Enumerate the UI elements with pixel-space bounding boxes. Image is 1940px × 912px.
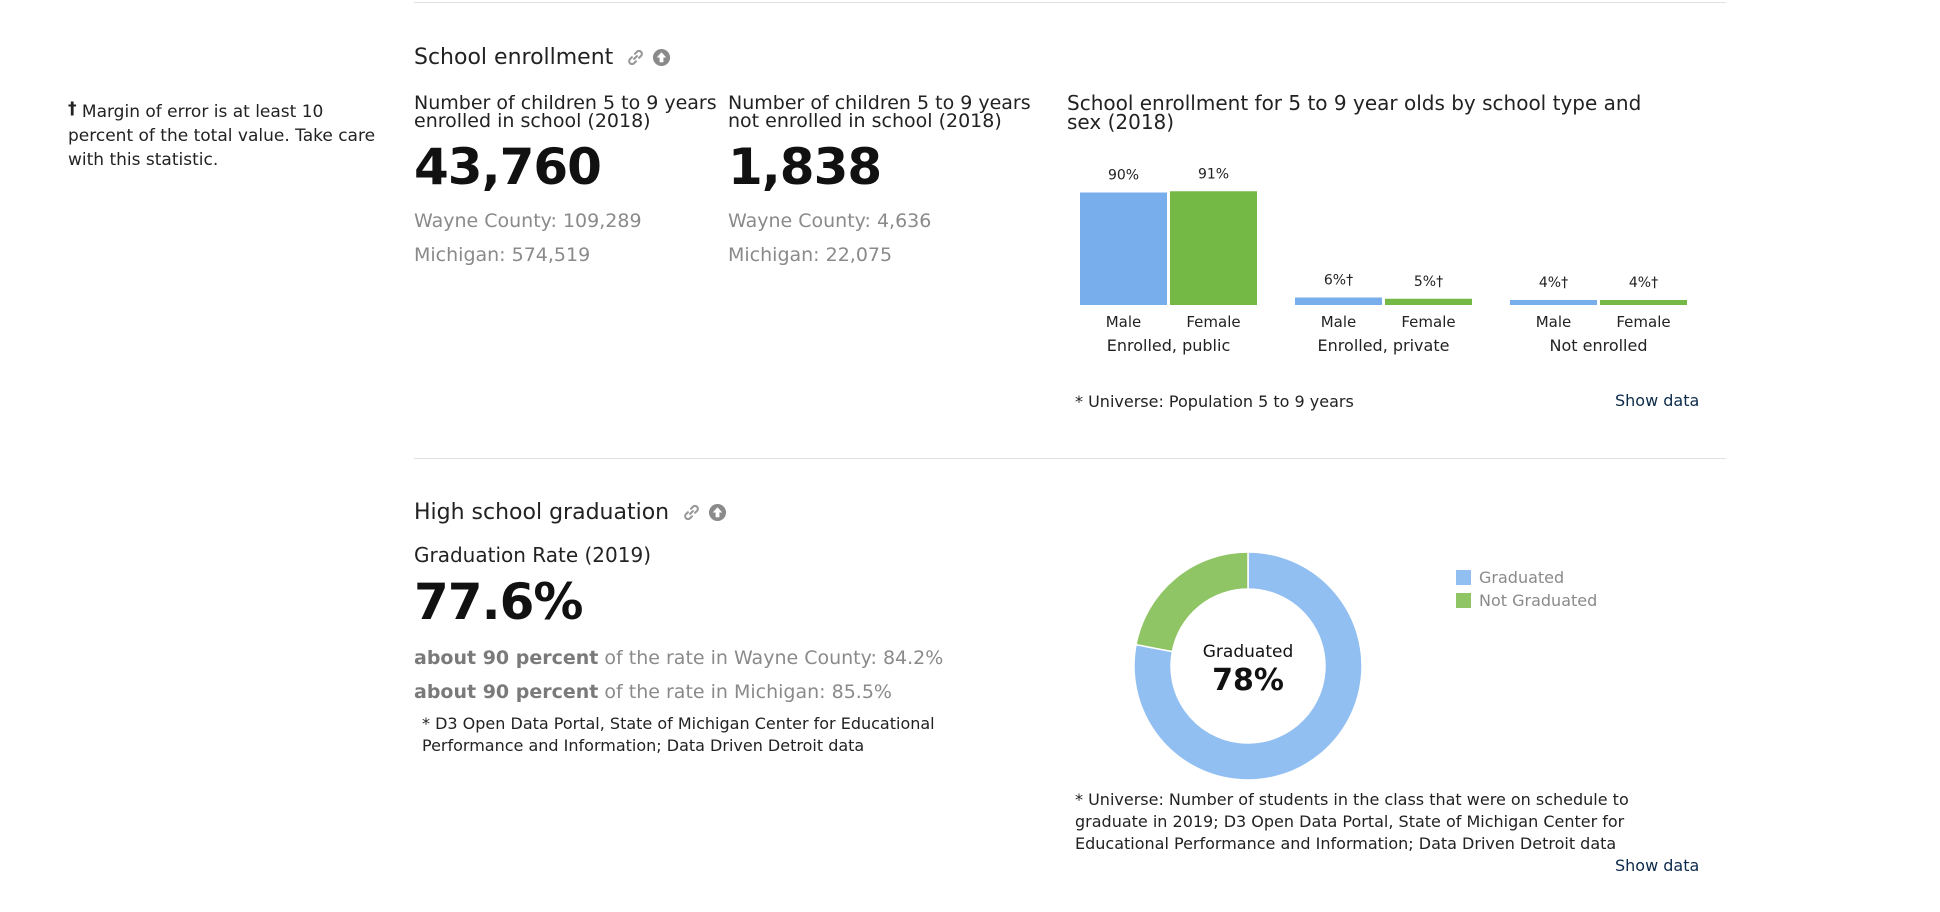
bar-2-1[interactable] [1600,300,1687,305]
stat-enrolled-michigan: Michigan: 574,519 [414,244,591,266]
enrollment-bar-chart: 90% Male 91% Female Enrolled, public 6%† Male 5… [1080,166,1687,355]
bar-value-label: 91% [1198,166,1229,182]
bar-group-label: Enrolled, public [1107,336,1230,355]
graduation-compare-wayne: about 90 percent of the rate in Wayne Co… [414,647,1034,669]
stat-not-enrolled-wayne: Wayne County: 4,636 [728,210,932,232]
link-icon[interactable] [626,48,645,67]
bar-category-label: Male [1106,313,1142,331]
bar-2-0[interactable] [1510,300,1597,305]
stat-enrolled-heading: Number of children 5 to 9 years enrolled… [414,92,717,132]
stat-not-enrolled: Number of children 5 to 9 years not enro… [728,92,1038,267]
margin-of-error-footnote: † Margin of error is at least 10 percent… [68,97,388,172]
graduation-rate-value: 77.6% [414,573,583,631]
donut-center-value: 78% [1212,663,1284,698]
stat-not-enrolled-value: 1,838 [728,138,882,196]
donut-legend: Graduated Not Graduated [1456,568,1597,610]
back-to-top-icon[interactable] [708,503,727,522]
stat-not-enrolled-michigan: Michigan: 22,075 [728,244,893,266]
graduation-section-header: High school graduation [414,500,727,525]
stat-enrolled: Number of children 5 to 9 years enrolled… [414,92,719,267]
bar-1-1[interactable] [1385,298,1472,305]
footnote-text: Margin of error is at least 10 percent o… [68,102,376,170]
graduation-compare-michigan: about 90 percent of the rate in Michigan… [414,681,1034,703]
donut-slice-graduated[interactable] [1133,551,1363,781]
back-to-top-icon[interactable] [652,48,671,67]
section-title: School enrollment [414,45,614,70]
bar-0-0[interactable] [1080,192,1167,306]
bar-value-label: 4%† [1629,275,1658,291]
top-divider [414,2,1726,3]
section-title: High school graduation [414,500,670,525]
section-divider [414,458,1726,459]
graduation-stat: Graduation Rate (2019) 77.6% about 90 pe… [414,543,1034,757]
bar-value-label: 90% [1108,168,1139,184]
compare-wayne-rest: of the rate in Wayne County: 84.2% [598,647,944,669]
bar-value-label: 4%† [1539,275,1568,291]
bar-0-1[interactable] [1170,191,1257,305]
bar-category-label: Female [1186,313,1240,331]
legend-swatch-not-graduated [1456,593,1471,608]
legend-label-graduated: Graduated [1479,568,1565,587]
legend-item-graduated[interactable]: Graduated [1456,568,1597,587]
legend-label-not-graduated: Not Graduated [1479,591,1598,610]
enrollment-chart-title: School enrollment for 5 to 9 year olds b… [1067,91,1642,134]
bar-group-label: Not enrolled [1549,336,1647,355]
legend-swatch-graduated [1456,570,1471,585]
bar-category-label: Male [1536,313,1572,331]
graduation-rate-heading: Graduation Rate (2019) [414,543,651,567]
bar-1-0[interactable] [1295,297,1382,306]
stat-enrolled-wayne: Wayne County: 109,289 [414,210,642,232]
bar-category-label: Male [1321,313,1357,331]
stat-enrolled-value: 43,760 [414,138,602,196]
bar-category-label: Female [1401,313,1455,331]
bar-value-label: 6%† [1324,273,1353,289]
donut-slice-not-graduated[interactable] [1135,551,1249,653]
compare-michigan-rest: of the rate in Michigan: 85.5% [598,681,892,703]
legend-item-not-graduated[interactable]: Not Graduated [1456,591,1597,610]
graduation-source-note: * D3 Open Data Portal, State of Michigan… [422,714,935,755]
enrollment-section-header: School enrollment [414,45,671,70]
compare-wayne-bold: about 90 percent [414,647,599,669]
bar-group-label: Enrolled, private [1318,336,1450,355]
compare-michigan-bold: about 90 percent [414,681,599,703]
bar-value-label: 5%† [1414,274,1443,290]
donut-center-label: Graduated [1203,642,1293,662]
enrollment-universe-note: * Universe: Population 5 to 9 years [1075,392,1354,411]
bar-category-label: Female [1616,313,1670,331]
stat-not-enrolled-heading: Number of children 5 to 9 years not enro… [728,92,1031,132]
enrollment-show-data-button[interactable]: Show data [1615,391,1700,410]
dagger-symbol: † [68,99,77,119]
graduation-show-data-button[interactable]: Show data [1615,856,1700,875]
link-icon[interactable] [682,503,701,522]
graduation-universe-note: * Universe: Number of students in the cl… [1075,790,1629,853]
